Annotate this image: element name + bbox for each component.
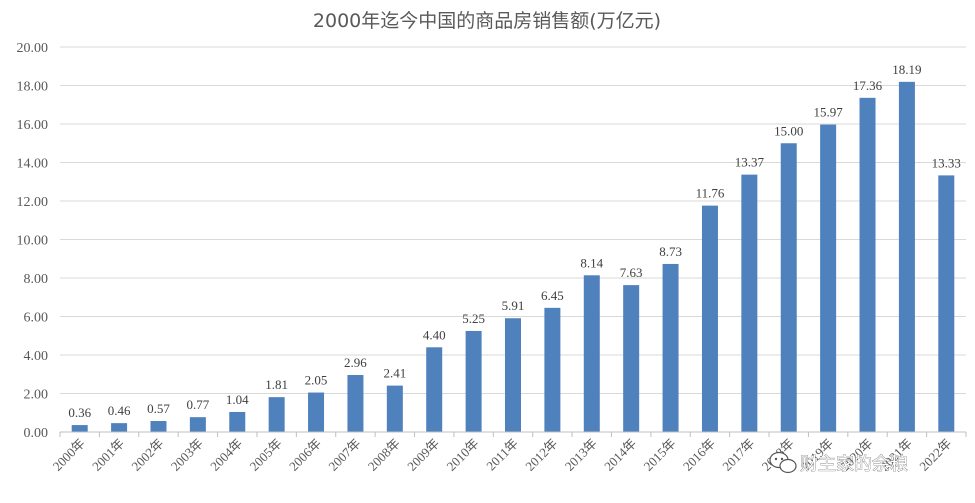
data-label: 15.97: [814, 105, 844, 120]
x-tick-label: 2000年: [50, 436, 88, 474]
y-tick-label: 18.00: [17, 80, 49, 95]
data-label: 0.77: [186, 397, 209, 412]
bar: [898, 81, 915, 432]
x-tick-label: 2005年: [247, 436, 285, 474]
data-label: 7.63: [620, 265, 643, 280]
x-tick-label: 2001年: [89, 436, 127, 474]
x-tick-label: 2003年: [168, 436, 206, 474]
bar: [347, 375, 364, 432]
data-label: 0.46: [108, 403, 131, 418]
bar: [820, 124, 837, 432]
bar: [386, 385, 403, 432]
x-tick-label: 2002年: [128, 436, 166, 474]
x-tick-label: 2012年: [522, 436, 560, 474]
y-tick-label: 4.00: [24, 349, 49, 364]
bar: [544, 307, 561, 432]
watermark: 财主家的余粮: [769, 451, 908, 475]
x-tick-label: 2009年: [404, 436, 442, 474]
x-tick-label: 2004年: [207, 436, 245, 474]
bar: [662, 263, 679, 432]
gridlines: [60, 46, 966, 394]
data-label: 8.73: [659, 244, 682, 259]
data-label: 17.36: [853, 78, 883, 93]
data-label: 5.25: [462, 311, 485, 326]
x-tick-label: 2016年: [680, 436, 718, 474]
bar: [583, 275, 600, 432]
data-label: 0.36: [68, 405, 91, 420]
y-axis-ticks: 0.00 2.00 4.00 6.00 8.00 10.00 12.00 14.00 16.00…: [17, 41, 49, 441]
data-label: 5.91: [502, 298, 525, 313]
y-tick-label: 0.00: [24, 426, 49, 441]
x-tick-label: 2011年: [483, 436, 521, 474]
y-tick-label: 2.00: [24, 388, 49, 403]
x-tick-label: 2014年: [601, 436, 639, 474]
y-tick-label: 14.00: [17, 157, 49, 172]
x-tick-label: 2008年: [365, 436, 403, 474]
watermark-text: 财主家的余粮: [800, 454, 908, 475]
x-tick-label: 2013年: [562, 436, 600, 474]
bar: [623, 285, 640, 432]
y-tick-label: 16.00: [17, 118, 49, 133]
data-label: 18.19: [892, 62, 921, 77]
bar: [859, 97, 876, 432]
data-label: 1.81: [265, 377, 288, 392]
bar: [308, 392, 325, 432]
data-label: 6.45: [541, 288, 564, 303]
y-tick-label: 6.00: [24, 311, 49, 326]
data-label: 1.04: [226, 392, 249, 407]
x-tick-label: 2010年: [444, 436, 482, 474]
y-tick-label: 8.00: [24, 272, 49, 287]
bar: [71, 425, 88, 432]
bar: [268, 397, 285, 432]
bar: [426, 347, 443, 432]
bar: [111, 423, 128, 432]
data-label: 0.57: [147, 401, 170, 416]
bar: [189, 417, 206, 432]
x-tick-label: 2017年: [719, 436, 757, 474]
bar: [780, 143, 797, 432]
bar: [150, 421, 167, 432]
y-tick-label: 10.00: [17, 234, 49, 249]
y-tick-label: 12.00: [17, 195, 49, 210]
data-label: 11.76: [696, 186, 725, 201]
data-label: 13.37: [735, 155, 765, 170]
bar: [938, 175, 955, 432]
x-tick-label: 2007年: [325, 436, 363, 474]
bar: [505, 318, 521, 432]
bars: [71, 81, 955, 432]
bar: [741, 174, 758, 432]
bar: [701, 205, 718, 432]
chart-title: 2000年迄今中国的商品房销售额(万亿元): [313, 10, 661, 32]
x-tick-label: 2015年: [640, 436, 678, 474]
data-label: 8.14: [580, 255, 603, 270]
data-label: 2.96: [344, 355, 367, 370]
data-label: 2.05: [305, 373, 328, 388]
bar: [465, 330, 482, 432]
data-label: 13.33: [932, 155, 961, 170]
data-label: 15.00: [774, 123, 803, 138]
data-label: 2.41: [383, 366, 406, 381]
data-labels: 0.36 0.46 0.57 0.77 1.04 1.81 2.05 2.96 2.41 4.40…: [68, 62, 961, 420]
y-tick-label: 20.00: [17, 41, 49, 56]
data-label: 4.40: [423, 327, 446, 342]
wechat-icon: [769, 451, 797, 474]
bar: [229, 411, 246, 432]
x-tick-label: 2022年: [916, 436, 954, 474]
x-tick-label: 2006年: [286, 436, 324, 474]
